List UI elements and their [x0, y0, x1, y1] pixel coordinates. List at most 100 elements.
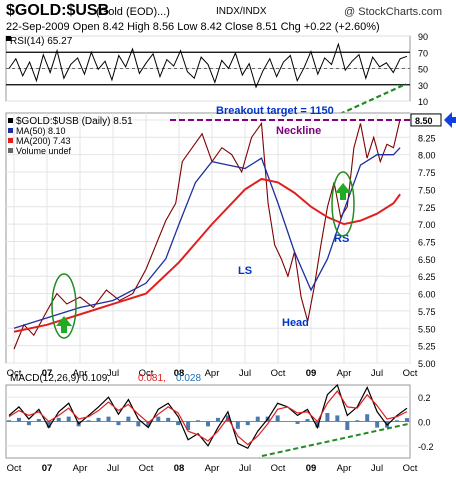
macd-histogram-bar — [196, 420, 201, 422]
rsi-legend: RSI(14) 65.27 — [10, 36, 73, 47]
macd-histogram-bar — [86, 420, 91, 422]
price-legend-swatch — [8, 128, 13, 133]
neckline-label: Neckline — [276, 125, 321, 137]
macd-histogram-bar — [156, 416, 161, 422]
price-tick-label: 5.75 — [418, 307, 436, 317]
macd-histogram-bar — [66, 416, 71, 422]
macd-signal-line — [8, 390, 408, 446]
price-tick-label: 8.00 — [418, 151, 436, 161]
macd-tick-label: 0.2 — [418, 393, 431, 403]
left-arrow-icon — [444, 111, 456, 128]
up-arrow-icon — [56, 316, 72, 333]
rsi-tick-label: 70 — [418, 48, 428, 58]
macd-x-tick-label: Oct — [139, 463, 154, 474]
price-x-tick-label: Jul — [371, 368, 383, 379]
macd-histogram-bar — [106, 416, 111, 422]
macd-x-tick-label: 08 — [174, 463, 185, 474]
price-tick-label: 7.25 — [418, 203, 436, 213]
quote-line: 22-Sep-2009 Open 8.42 High 8.56 Low 8.42… — [6, 21, 380, 33]
macd-histogram-bar — [146, 421, 151, 427]
ma200-line — [13, 177, 401, 333]
rsi-legend-swatch — [6, 36, 11, 41]
macd-x-tick-label: Apr — [337, 463, 352, 474]
macd-x-tick-label: Oct — [403, 463, 418, 474]
macd-histogram-bar — [7, 420, 11, 422]
rsi-tick-label: 50 — [418, 65, 428, 75]
macd-tick-label: 0.0 — [418, 418, 431, 428]
macd-histogram-bar — [16, 417, 21, 422]
price-x-tick-label: Oct — [403, 368, 418, 379]
macd-legend-main: MACD(12,26,9) 0.109, — [10, 373, 110, 384]
left-shoulder-label: LS — [238, 265, 252, 277]
macd-x-tick-label: Oct — [7, 463, 22, 474]
macd-histogram-bar — [255, 416, 260, 422]
macd-histogram-bar — [56, 417, 61, 422]
price-legend-entry: $GOLD:$USB (Daily) 8.51 — [16, 116, 133, 127]
macd-histogram-bar — [275, 415, 280, 422]
price-tick-label: 5.50 — [418, 324, 436, 334]
rsi-tick-label: 90 — [418, 32, 428, 42]
price-x-tick-label: Jul — [107, 368, 119, 379]
price-tick-label: 8.25 — [418, 133, 436, 143]
macd-x-tick-label: Apr — [73, 463, 88, 474]
macd-legend-signal: 0.081, — [138, 373, 166, 384]
price-marker-box — [410, 113, 442, 127]
macd-histogram-bar — [305, 419, 310, 422]
macd-histogram-bar — [36, 419, 41, 422]
macd-x-tick-label: Oct — [271, 463, 286, 474]
macd-histogram-bar — [345, 421, 350, 431]
price-legend-entry: Volume undef — [16, 146, 72, 156]
macd-x-tick-label: Jul — [239, 463, 251, 474]
macd-histogram-bar — [405, 418, 409, 422]
price-legend-entry: MA(50) 8.10 — [16, 126, 66, 136]
price-legend-swatch — [8, 138, 13, 143]
rsi-uptrend-line — [339, 82, 407, 116]
price-tick-label: 6.50 — [418, 255, 436, 265]
macd-line — [8, 383, 408, 450]
price-x-tick-label: Jul — [239, 368, 251, 379]
price-tick-label: 7.00 — [418, 220, 436, 230]
price-tick-label: 6.25 — [418, 272, 436, 282]
up-arrow-icon — [335, 183, 351, 200]
macd-x-tick-label: 09 — [306, 463, 317, 474]
macd-histogram-bar — [206, 421, 210, 427]
macd-histogram-bar — [136, 421, 141, 427]
chart-description: (Gold (EOD)...) — [96, 6, 170, 18]
price-tick-label: 6.00 — [418, 290, 436, 300]
ma50-line — [13, 147, 401, 329]
price-x-tick-label: Apr — [337, 368, 352, 379]
macd-histogram-bar — [375, 421, 380, 428]
price-tick-label: 5.25 — [418, 342, 436, 352]
macd-legend-histogram: 0.028 — [176, 373, 201, 384]
chart-symbol: $GOLD:$USB — [6, 2, 110, 19]
macd-histogram-bar — [166, 417, 171, 422]
macd-x-tick-label: 07 — [42, 463, 53, 474]
rsi-tick-label: 30 — [418, 81, 428, 91]
macd-histogram-bar — [46, 421, 51, 428]
price-x-tick-label: 08 — [174, 368, 185, 379]
price-x-tick-label: Apr — [205, 368, 220, 379]
price-x-tick-label: 09 — [306, 368, 317, 379]
macd-histogram-bar — [176, 421, 181, 426]
price-marker-label: 8.50 — [415, 116, 433, 126]
price-x-tick-label: Oct — [139, 368, 154, 379]
macd-histogram-bar — [186, 421, 191, 431]
price-x-tick-label: 07 — [42, 368, 53, 379]
price-legend-swatch — [8, 118, 13, 123]
breakout-oval-2007 — [51, 273, 77, 339]
macd-histogram-bar — [96, 417, 101, 422]
rsi-tick-label: 10 — [418, 97, 428, 107]
stockcharts-brand: @ StockCharts.com — [344, 6, 442, 18]
breakout-oval-2009 — [331, 171, 355, 237]
macd-histogram-bar — [126, 416, 131, 422]
price-line — [13, 119, 401, 350]
macd-x-tick-label: Jul — [371, 463, 383, 474]
macd-histogram-bar — [26, 421, 31, 426]
breakout-target-label: Breakout target = 1150 — [216, 105, 334, 117]
macd-histogram-bar — [116, 421, 121, 426]
macd-histogram-bar — [395, 420, 400, 422]
price-tick-label: 7.50 — [418, 185, 436, 195]
macd-tick-label: -0.2 — [418, 442, 434, 452]
macd-histogram-bar — [365, 414, 370, 422]
macd-histogram-bar — [315, 421, 320, 428]
